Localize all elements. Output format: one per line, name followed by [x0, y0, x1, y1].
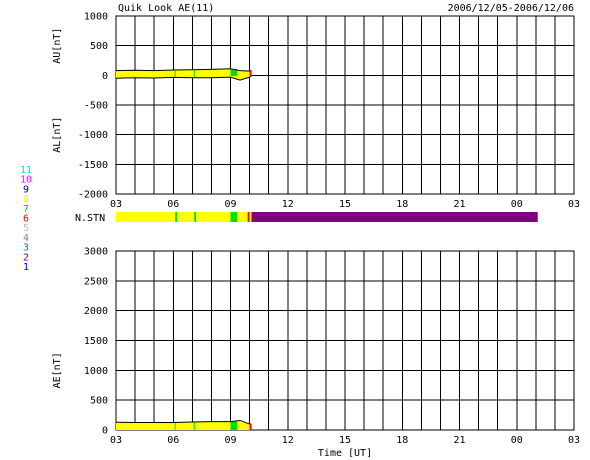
n-stn-label: N.STN	[75, 213, 105, 224]
al-line	[115, 75, 252, 81]
x-tick-label: 03	[568, 435, 580, 446]
y-tick-label: -2000	[78, 190, 108, 201]
y-tick-label: 500	[90, 396, 108, 407]
station-legend-label: 4	[23, 233, 29, 244]
au-al-panel: 1000 500 0 -500 -1000 -1500 -2000 03 06 09 12 15 18…	[52, 12, 580, 211]
station-strip-segment	[116, 212, 176, 222]
ae-axis-label: AE[nT]	[52, 352, 63, 388]
au-al-grid	[115, 15, 575, 195]
x-tick-label: 21	[453, 435, 465, 446]
ae-green-band	[230, 421, 238, 430]
au-al-x-ticks: 03 06 09 12 15 18 21 00 03	[110, 199, 580, 210]
au-al-y-ticks: 1000 500 0 -500 -1000 -1500 -2000	[78, 12, 108, 201]
station-strip-segment	[247, 212, 250, 222]
station-strip-segment	[251, 212, 538, 222]
station-legend-label: 6	[23, 214, 29, 225]
station-legend-label: 8	[23, 194, 29, 205]
y-tick-label: 2500	[84, 276, 108, 287]
x-tick-label: 15	[339, 199, 351, 210]
station-legend-label: 11	[20, 165, 32, 176]
time-axis-label: Time [UT]	[318, 448, 372, 459]
station-legend-label: 3	[23, 243, 29, 254]
ae-x-ticks: 03 06 09 12 15 18 21 00 03	[110, 435, 580, 446]
x-tick-label: 00	[511, 199, 523, 210]
station-strip-segment	[237, 212, 248, 222]
y-tick-label: 3000	[84, 247, 108, 258]
station-count-strip: N.STN	[75, 212, 538, 224]
x-tick-label: 03	[110, 435, 122, 446]
x-tick-label: 21	[453, 199, 465, 210]
station-legend-label: 5	[23, 223, 29, 234]
x-tick-label: 15	[339, 435, 351, 446]
station-strip-segment	[194, 212, 197, 222]
x-tick-label: 03	[568, 199, 580, 210]
au-line	[115, 68, 252, 73]
au-al-data	[115, 68, 252, 81]
y-tick-label: 0	[102, 71, 108, 82]
x-tick-label: 00	[511, 435, 523, 446]
station-strip-segment	[196, 212, 231, 222]
station-strip-segment	[249, 212, 252, 222]
y-tick-label: 1000	[84, 12, 108, 23]
y-tick-label: 0	[102, 426, 108, 437]
y-tick-label: 1500	[84, 336, 108, 347]
x-tick-label: 06	[167, 199, 179, 210]
x-tick-label: 06	[167, 435, 179, 446]
x-tick-label: 18	[396, 199, 408, 210]
y-tick-label: 2000	[84, 306, 108, 317]
y-tick-label: -1500	[78, 160, 108, 171]
plot-frame	[115, 250, 575, 431]
x-tick-label: 09	[224, 199, 236, 210]
station-strip-segment	[230, 212, 238, 222]
plot-frame	[115, 15, 575, 195]
station-legend-label: 2	[23, 252, 29, 263]
chart-title: Quik Look AE(11)	[118, 3, 214, 14]
au-axis-label: AU[nT]	[52, 28, 63, 64]
y-tick-label: 1000	[84, 366, 108, 377]
x-tick-label: 18	[396, 435, 408, 446]
station-strip-segment	[177, 212, 195, 222]
station-legend-label: 10	[20, 175, 32, 186]
au-al-red-mark	[249, 69, 252, 77]
ae-grid	[115, 250, 575, 431]
date-range: 2006/12/05-2006/12/06	[448, 3, 574, 14]
x-tick-label: 09	[224, 435, 236, 446]
au-al-green-band	[230, 69, 238, 76]
ae-data	[115, 419, 252, 430]
al-axis-label: AL[nT]	[52, 117, 63, 153]
y-tick-label: -1000	[78, 130, 108, 141]
station-legend-label: 9	[23, 184, 29, 195]
x-tick-label: 12	[282, 199, 294, 210]
x-tick-label: 03	[110, 199, 122, 210]
station-legend-label: 1	[23, 262, 29, 273]
ae-line	[115, 419, 252, 426]
ae-y-ticks: 3000 2500 2000 1500 1000 500 0	[84, 247, 108, 437]
x-tick-label: 12	[282, 435, 294, 446]
y-tick-label: 500	[90, 41, 108, 52]
y-tick-label: -500	[84, 101, 108, 112]
ae-red-mark	[249, 423, 252, 430]
station-strip-segment	[175, 212, 178, 222]
station-legend-label: 7	[23, 204, 29, 215]
